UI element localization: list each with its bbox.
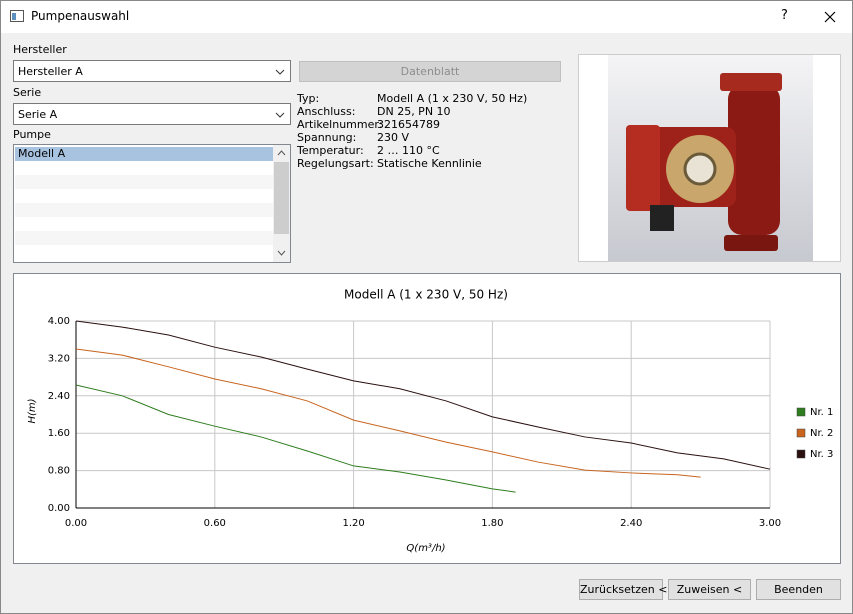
y-axis-label: H(m) [27, 398, 38, 423]
detail-key: Regelungsart: [297, 157, 374, 170]
y-tick-label: 1.60 [48, 428, 70, 439]
list-row [15, 175, 273, 189]
x-axis-label: Q(m³/h) [406, 543, 445, 554]
list-row [15, 203, 273, 217]
label: Hersteller [13, 43, 67, 56]
pump-photo [608, 55, 813, 261]
series-line [75, 384, 516, 493]
detail-key: Spannung: [297, 131, 357, 144]
detail-value: Modell A (1 x 230 V, 50 Hz) [377, 92, 528, 105]
title-bar: Pumpenauswahl ? [1, 1, 852, 33]
scrollbar[interactable] [273, 145, 290, 262]
x-tick-label: 0.60 [204, 518, 226, 529]
detail-value: 230 V [377, 131, 410, 144]
list-item[interactable]: Modell A [15, 147, 275, 161]
help-button[interactable]: ? [781, 8, 788, 23]
legend-swatch [796, 407, 806, 417]
detail-value: 2 … 110 °C [377, 144, 440, 157]
detail-value: DN 25, PN 10 [377, 105, 451, 118]
series-line [75, 320, 771, 470]
list-row [15, 231, 273, 245]
y-tick-label: 3.20 [48, 353, 70, 364]
x-tick-label: 1.20 [342, 518, 364, 529]
dropdown-value: Hersteller A [18, 65, 83, 78]
datasheet-button[interactable]: Datenblatt [299, 61, 561, 82]
chevron [275, 112, 285, 118]
legend-label: Nr. 2 [810, 428, 833, 439]
detail-key: Anschluss: [297, 105, 356, 118]
y-tick-label: 0.00 [48, 503, 70, 514]
scroll-thumb[interactable] [274, 162, 289, 234]
chart: Modell A (1 x 230 V, 50 Hz) Q(m³/h) H(m)… [27, 288, 833, 555]
image-frame [578, 54, 841, 262]
scroll-down[interactable] [277, 250, 286, 256]
chart-title: Modell A (1 x 230 V, 50 Hz) [344, 288, 508, 302]
detail-key: Typ: [297, 92, 320, 105]
y-tick-label: 4.00 [48, 316, 70, 327]
dropdown[interactable]: Serie A [13, 103, 291, 125]
app-icon [10, 10, 24, 22]
y-tick-label: 0.80 [48, 466, 70, 477]
detail-value: Statische Kennlinie [377, 157, 482, 170]
legend-swatch [796, 428, 806, 438]
close-button[interactable] [824, 11, 836, 23]
detail-value: 321654789 [377, 118, 440, 131]
list-box: Modell A [13, 144, 291, 263]
legend-label: Nr. 3 [810, 449, 833, 460]
label: Pumpe [13, 128, 51, 141]
legend-swatch [796, 449, 806, 459]
x-tick-label: 0.00 [65, 518, 87, 529]
scroll-up[interactable] [277, 150, 286, 156]
detail-key: Temperatur: [297, 144, 364, 157]
chevron [275, 69, 285, 75]
y-tick-label: 2.40 [48, 391, 70, 402]
dropdown[interactable]: Hersteller A [13, 60, 291, 82]
dropdown-value: Serie A [18, 108, 58, 121]
label: Serie [13, 86, 42, 99]
chart-panel: Modell A (1 x 230 V, 50 Hz) Q(m³/h) H(m)… [13, 273, 841, 564]
legend-label: Nr. 1 [810, 407, 833, 418]
button[interactable]: Beenden [756, 579, 841, 600]
detail-key: Artikelnummer: [297, 118, 383, 131]
button[interactable]: Zuweisen < [668, 579, 751, 600]
series-line [75, 348, 701, 478]
button[interactable]: Zurücksetzen < [579, 579, 667, 600]
x-tick-label: 3.00 [759, 518, 781, 529]
window-title: Pumpenauswahl [31, 9, 130, 23]
x-tick-label: 2.40 [620, 518, 642, 529]
x-tick-label: 1.80 [481, 518, 503, 529]
